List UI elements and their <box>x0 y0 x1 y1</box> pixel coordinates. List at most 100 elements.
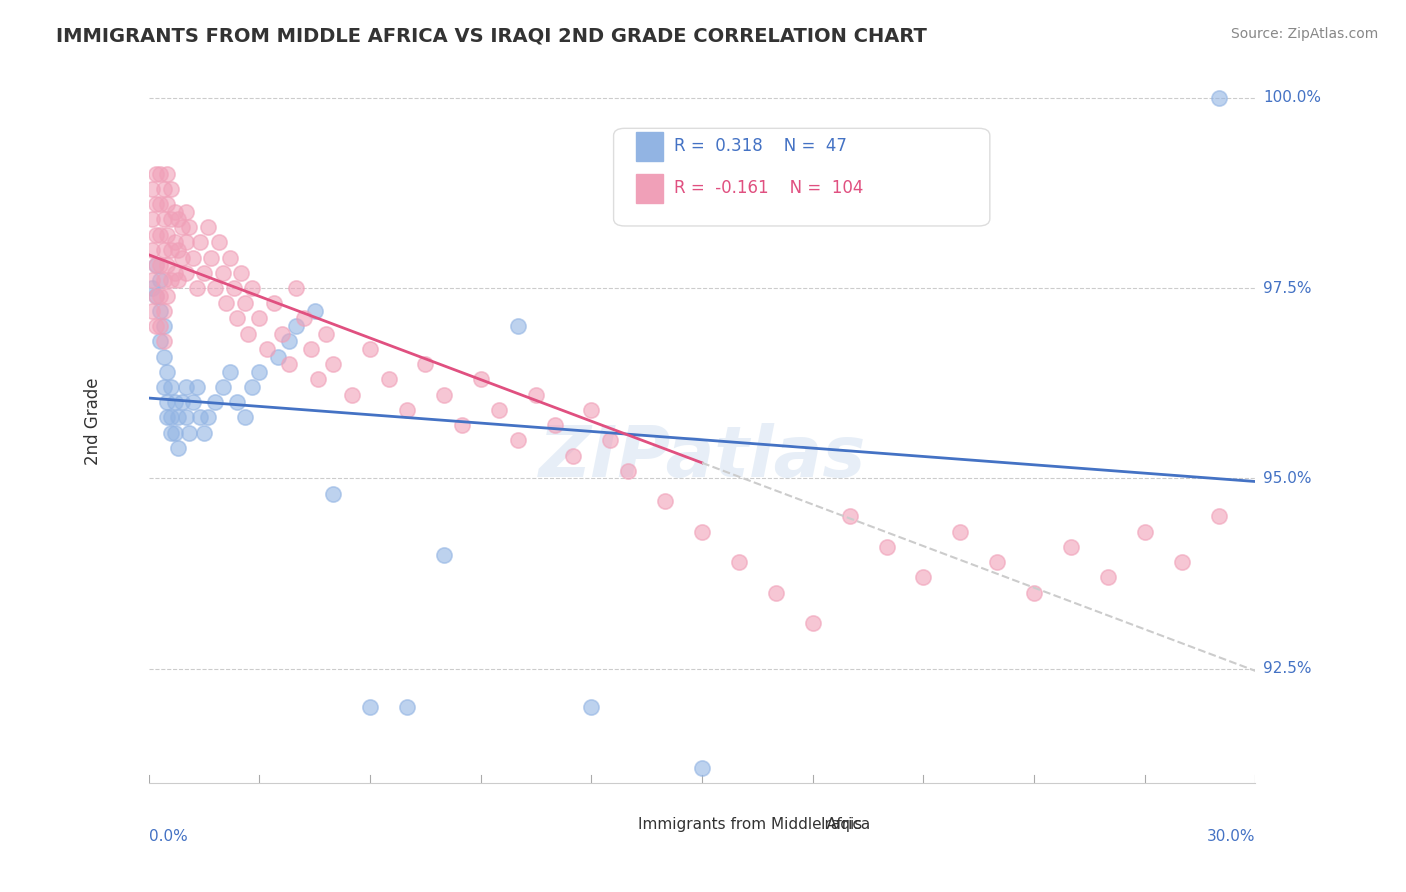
Point <box>599 434 621 448</box>
Point <box>152 319 174 334</box>
Text: 95.0%: 95.0% <box>1263 471 1312 486</box>
Point <box>562 449 585 463</box>
Point <box>263 296 285 310</box>
Point <box>215 296 238 310</box>
Point <box>141 281 163 295</box>
Point <box>156 227 179 242</box>
Point <box>208 235 231 250</box>
Point <box>197 410 219 425</box>
Text: Iraqis: Iraqis <box>821 817 863 832</box>
Point <box>233 296 256 310</box>
Point <box>152 334 174 349</box>
Point <box>167 212 190 227</box>
Point <box>174 266 197 280</box>
Point <box>145 258 167 272</box>
Point <box>470 372 492 386</box>
Point <box>1022 585 1045 599</box>
Point <box>299 342 322 356</box>
Point <box>876 540 898 554</box>
Point <box>170 395 193 409</box>
Point <box>145 319 167 334</box>
Point <box>186 281 208 295</box>
Point <box>149 319 172 334</box>
Point <box>240 281 263 295</box>
Text: 92.5%: 92.5% <box>1263 661 1312 676</box>
Point <box>433 387 456 401</box>
Text: 30.0%: 30.0% <box>1206 829 1256 844</box>
Point <box>174 235 197 250</box>
Point <box>377 372 399 386</box>
Point <box>270 326 292 341</box>
Point <box>163 395 186 409</box>
Point <box>167 441 190 455</box>
Point <box>152 182 174 196</box>
Point <box>156 288 179 302</box>
Point <box>170 220 193 235</box>
Point <box>238 326 260 341</box>
Point <box>193 425 215 440</box>
Bar <box>796 815 815 834</box>
Point <box>193 266 215 280</box>
Point <box>163 205 186 219</box>
Point <box>451 418 474 433</box>
Point <box>156 197 179 211</box>
Point <box>690 524 713 539</box>
Point <box>219 251 242 265</box>
Point <box>1133 524 1156 539</box>
Point <box>249 311 271 326</box>
Point <box>395 699 418 714</box>
Point <box>149 227 172 242</box>
Point <box>145 227 167 242</box>
Text: 97.5%: 97.5% <box>1263 280 1312 295</box>
Point <box>912 570 935 584</box>
Point <box>141 304 163 318</box>
Point <box>204 395 226 409</box>
Text: IMMIGRANTS FROM MIDDLE AFRICA VS IRAQI 2ND GRADE CORRELATION CHART: IMMIGRANTS FROM MIDDLE AFRICA VS IRAQI 2… <box>56 27 927 45</box>
Point <box>149 273 172 287</box>
Point <box>308 372 330 386</box>
Point <box>149 197 172 211</box>
Point <box>152 304 174 318</box>
Point <box>765 585 787 599</box>
Point <box>581 699 603 714</box>
Text: 2nd Grade: 2nd Grade <box>84 377 103 465</box>
Point <box>152 243 174 257</box>
Point <box>222 281 245 295</box>
Point <box>141 273 163 287</box>
Point <box>267 350 290 364</box>
Point <box>145 167 167 181</box>
Point <box>285 281 308 295</box>
Point <box>160 273 183 287</box>
Point <box>359 342 381 356</box>
Point <box>149 167 172 181</box>
Point <box>359 699 381 714</box>
Point <box>141 212 163 227</box>
Point <box>186 380 208 394</box>
Point <box>1060 540 1083 554</box>
Point <box>149 258 172 272</box>
Point <box>728 555 751 569</box>
Point <box>524 387 547 401</box>
Point <box>174 410 197 425</box>
Point <box>340 387 363 401</box>
Point <box>190 235 212 250</box>
Point <box>226 395 249 409</box>
Point <box>801 615 824 630</box>
Point <box>190 410 212 425</box>
Point <box>167 410 190 425</box>
Point <box>170 251 193 265</box>
Point <box>163 235 186 250</box>
Point <box>181 395 204 409</box>
Point <box>219 365 242 379</box>
Point <box>433 548 456 562</box>
Point <box>163 266 186 280</box>
Point <box>211 266 233 280</box>
Point <box>152 212 174 227</box>
Text: R =  -0.161    N =  104: R = -0.161 N = 104 <box>675 179 863 197</box>
Point <box>145 258 167 272</box>
Point <box>152 350 174 364</box>
Point <box>160 425 183 440</box>
Point <box>156 167 179 181</box>
Point <box>160 212 183 227</box>
Bar <box>613 815 634 834</box>
